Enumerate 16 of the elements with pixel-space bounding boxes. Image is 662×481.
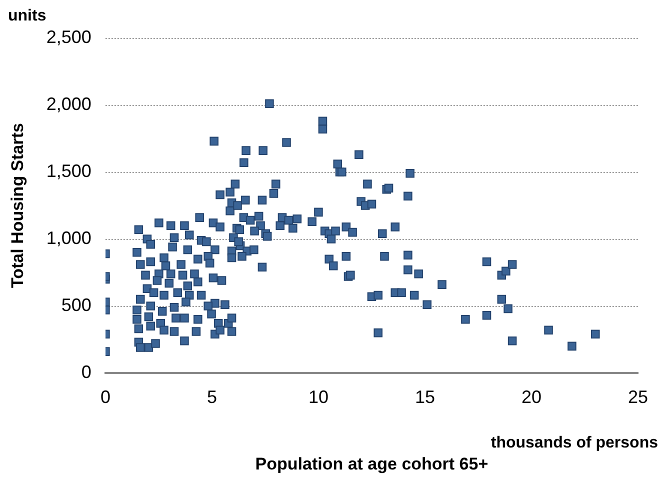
y-tick-label: 500: [61, 294, 92, 315]
x-tick-label: 15: [414, 386, 435, 407]
y-tick-label: 1,000: [46, 228, 92, 248]
y-tick-label: 0: [81, 362, 92, 382]
y-tick-label: 1,500: [46, 160, 92, 181]
x-tick-label: 25: [628, 386, 648, 407]
x-tick-label: 0: [100, 386, 110, 407]
text: units: [8, 7, 46, 24]
y-tick-label: 2,000: [46, 94, 92, 114]
y-axis-title: Total Housing Starts: [8, 123, 27, 288]
y-tick-label: 2,500: [46, 26, 92, 47]
x-tick-label: 5: [206, 386, 217, 407]
x-tick-label: 10: [308, 386, 328, 407]
x-tick-label: 20: [521, 386, 542, 407]
text: thousands of persons: [490, 434, 658, 452]
x-axis-title: Population at age cohort 65+: [255, 454, 488, 474]
